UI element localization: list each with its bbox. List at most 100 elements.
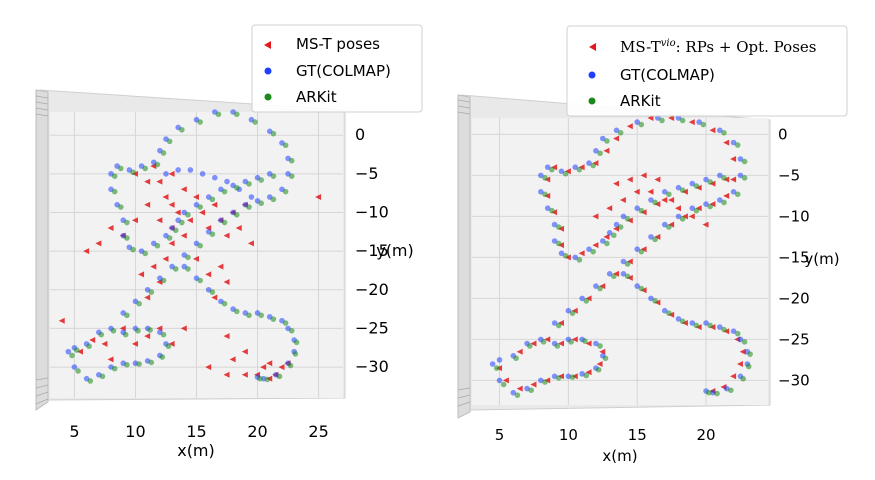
left-series-2-point-18 <box>124 312 130 319</box>
left-series-0-point-30 <box>205 271 212 278</box>
right-series-2-point-29 <box>721 199 727 206</box>
right-series-2-point-21 <box>611 273 617 280</box>
right-series-1-point-33 <box>737 156 744 162</box>
left-series-2-point-12 <box>135 327 141 334</box>
left-y-tick--10: −10 <box>355 202 389 221</box>
right-series-1-point-68 <box>648 295 654 302</box>
right-series-1-point-70 <box>675 316 682 322</box>
left-series-2-point-25 <box>209 231 216 237</box>
left-series-0-point-21 <box>156 217 163 224</box>
right-series-1-point-62 <box>675 184 682 191</box>
right-series-1-point-0 <box>489 361 496 367</box>
right-series-1-point-67 <box>634 283 641 289</box>
right-series-0-point-1 <box>502 377 509 384</box>
left-series-2-point-71 <box>246 312 252 319</box>
left-series-2-point-28 <box>246 204 252 210</box>
right-series-2-point-8 <box>595 366 602 373</box>
left-series-0-point-39 <box>144 294 151 301</box>
right-series-1-point-26 <box>661 221 668 228</box>
right-series-2-point-60 <box>666 191 672 198</box>
left-series-2-point-46 <box>118 165 124 172</box>
left-series-2-point-37 <box>233 111 240 118</box>
left-series-0-point-53 <box>223 371 230 378</box>
right-series-0-point-76 <box>606 205 613 212</box>
right-series-1-point-55 <box>599 238 606 244</box>
left-grid <box>50 112 343 398</box>
left-series-2-point-32 <box>288 173 295 179</box>
right-series-1-point-56 <box>606 230 613 236</box>
right-series-2-point-12 <box>568 339 574 345</box>
left-series-2-point-60 <box>209 196 216 203</box>
left-trajectory-plot: 5 10 15 20 25 0 −5 −10 −15 −20 −25 −30 x(m) y(m) M… <box>35 24 423 460</box>
right-series-0-point-86 <box>640 172 647 179</box>
left-series-2-point-44 <box>142 165 149 172</box>
left-series-0-point-13 <box>211 201 218 208</box>
right-series-2-point-67 <box>652 298 658 304</box>
left-series-0-point-29 <box>193 255 199 262</box>
right-series-2-point-27 <box>693 207 700 214</box>
right-series-2-point-17 <box>555 322 562 329</box>
left-series-2-point-63 <box>246 181 252 187</box>
right-series-0-point-39 <box>592 160 599 167</box>
left-series-0-point-22 <box>144 201 151 208</box>
right-series-0-point-11 <box>571 336 578 343</box>
left-series-0-point-33 <box>211 294 218 301</box>
right-series-2-point-78 <box>728 387 734 394</box>
right-series-0-point-7 <box>585 369 592 376</box>
right-series-0-point-14 <box>530 340 537 347</box>
left-series-2-point-29 <box>258 200 265 207</box>
right-series-2-point-77 <box>740 375 747 382</box>
left-series-0-point-45 <box>107 356 114 363</box>
right-series-1 <box>489 115 751 396</box>
left-series-2-point-51 <box>124 235 130 241</box>
left-series-2-point-73 <box>270 316 277 322</box>
right-series-0-point-80 <box>661 197 668 203</box>
right-series-1-point-23 <box>620 258 627 265</box>
right-series-2-point-47 <box>542 191 548 198</box>
right-series-0-point-20 <box>613 270 620 277</box>
right-series-1-point-69 <box>661 307 668 314</box>
left-series-1-point-85 <box>199 171 206 177</box>
left-series-2-point-24 <box>197 242 203 249</box>
right-series-2-point-52 <box>576 257 583 263</box>
right-series-1-point-31 <box>730 189 737 195</box>
right-series-2-point-3 <box>528 387 534 394</box>
right-series-2-point-4 <box>542 379 548 385</box>
left-y-tick-0: 0 <box>355 125 365 144</box>
left-y-tick-labels: 0 −5 −10 −15 −20 −25 −30 <box>355 125 389 376</box>
right-series-2-point-31 <box>741 175 748 181</box>
right-series-1-point-57 <box>613 221 620 228</box>
right-series-2-point-30 <box>734 191 741 198</box>
left-series-layer <box>58 109 322 384</box>
right-series-2-point-7 <box>583 372 590 379</box>
left-series-2-point-39 <box>197 119 203 125</box>
right-series-2-point-50 <box>555 240 562 247</box>
right-series-2-point-53 <box>590 248 596 255</box>
right-plot-plane <box>472 118 768 405</box>
right-series-2-point-36 <box>679 117 686 124</box>
right-legend-label-gt: GT(COLMAP) <box>620 66 715 84</box>
right-series-0-point-10 <box>585 340 592 347</box>
left-series-0-point-42 <box>77 348 84 355</box>
left-series-0-point-57 <box>241 348 248 355</box>
left-series-2-point-6 <box>136 361 142 367</box>
right-series-0-point-18 <box>585 295 592 302</box>
right-legend-label-arkit: ARKit <box>620 92 661 110</box>
left-legend-marker-gt <box>264 67 272 75</box>
right-series-0-point-3 <box>530 381 537 388</box>
left-series-0-point-52 <box>205 364 212 371</box>
left-legend-label-arkit: ARKit <box>296 88 337 106</box>
right-series-2-point-15 <box>527 343 533 349</box>
right-series-0-point-42 <box>551 164 558 171</box>
right-series-1-point-40 <box>613 127 620 134</box>
right-y-tick--20: −20 <box>778 289 810 307</box>
left-series-0-point-34 <box>168 240 175 247</box>
right-series-1-point-65 <box>717 172 723 179</box>
right-legend-label-ms-t-rest: : RPs + Opt. Poses <box>676 38 817 56</box>
right-y-tick--25: −25 <box>778 330 810 348</box>
right-series-0-point-72 <box>730 373 737 380</box>
left-series-2-point-48 <box>111 188 118 195</box>
right-series-0-point-79 <box>647 188 654 195</box>
right-series-1-point-22 <box>606 271 613 277</box>
right-series-2-point-24 <box>652 236 658 243</box>
